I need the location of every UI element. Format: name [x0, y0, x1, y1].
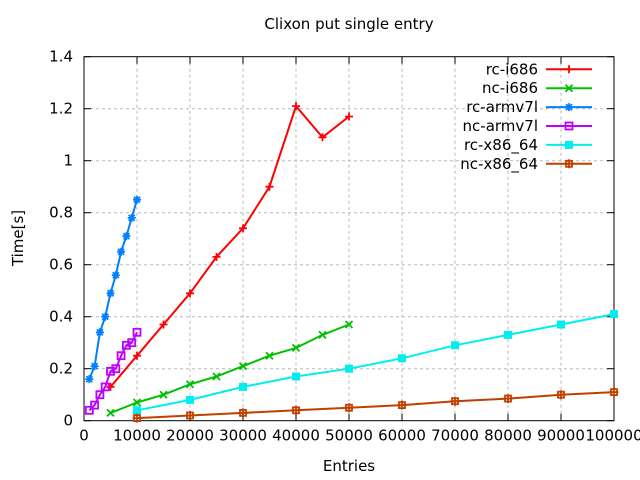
series-nc-armv7l	[84, 327, 142, 415]
legend-label: nc-i686	[482, 79, 538, 97]
x-tick-label: 40000	[272, 427, 320, 445]
x-tick-label: 70000	[431, 427, 479, 445]
x-tick-label: 50000	[325, 427, 373, 445]
legend-item-rc-x86_64: rc-x86_64	[464, 136, 592, 155]
legend-label: nc-armv7l	[463, 117, 538, 135]
y-tick-label: 0.8	[49, 204, 73, 222]
legend-item-rc-i686: rc-i686	[486, 60, 592, 78]
legend-item-nc-armv7l: nc-armv7l	[463, 117, 592, 135]
y-axis-tick-labels: 0 0.2 0.4 0.6 0.8 1 1.2 1.4	[49, 48, 73, 430]
chart-title: Clixon put single entry	[264, 15, 434, 33]
legend: rc-i686nc-i686rc-armv7lnc-armv7lrc-x86_6…	[460, 60, 592, 174]
series-rc-i686	[106, 102, 353, 391]
legend-label: rc-armv7l	[466, 98, 538, 116]
x-axis-label: Entries	[322, 457, 376, 475]
x-tick-label: 90000	[537, 427, 585, 445]
series-rc-armv7l	[85, 195, 141, 384]
y-tick-label: 0	[63, 412, 73, 430]
x-tick-label: 60000	[378, 427, 426, 445]
y-tick-label: 0.2	[49, 360, 73, 378]
y-tick-label: 1.4	[49, 48, 73, 66]
legend-label: rc-x86_64	[464, 136, 538, 155]
x-tick-label: 80000	[484, 427, 532, 445]
x-axis-tick-labels: 0 10000 20000 30000 40000 50000 60000 70000 8000…	[79, 427, 640, 445]
y-tick-label: 0.6	[49, 256, 73, 274]
y-tick-label: 1.2	[49, 100, 73, 118]
y-tick-label: 1	[63, 152, 73, 170]
series-nc-x86_64	[132, 387, 619, 423]
y-tick-label: 0.4	[49, 308, 73, 326]
legend-item-rc-armv7l: rc-armv7l	[466, 98, 592, 116]
series-nc-i686	[106, 320, 354, 418]
series-rc-x86_64	[133, 310, 618, 415]
legend-label: nc-x86_64	[460, 155, 538, 174]
x-tick-label: 100000	[585, 427, 640, 445]
x-tick-label: 20000	[166, 427, 214, 445]
legend-item-nc-x86_64: nc-x86_64	[460, 155, 592, 174]
x-tick-label: 0	[79, 427, 89, 445]
plot-frame	[83, 56, 615, 422]
legend-label: rc-i686	[486, 60, 538, 78]
x-tick-label: 30000	[219, 427, 267, 445]
legend-item-nc-i686: nc-i686	[482, 79, 592, 97]
x-tick-label: 10000	[113, 427, 161, 445]
